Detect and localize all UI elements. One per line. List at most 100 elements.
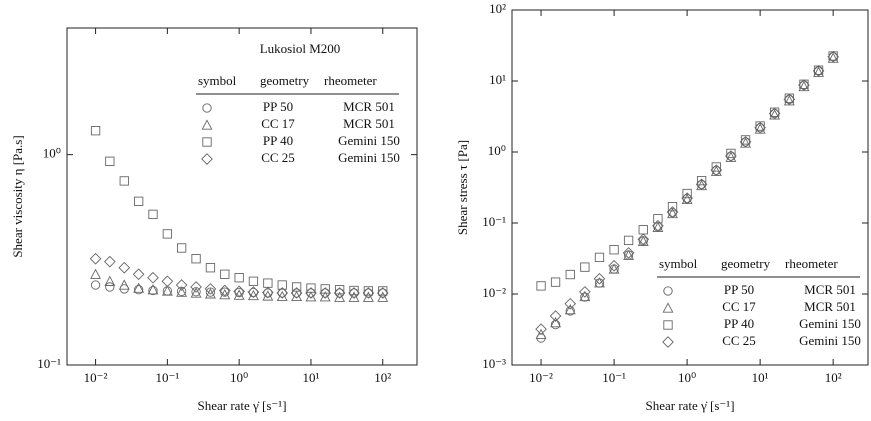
marker-square [363,286,374,296]
marker-diamond [579,286,591,298]
legend-header: rheometer [324,73,377,88]
marker-triangle [362,291,374,302]
marker-circle [205,287,216,297]
x-tick-label: 10² [374,370,391,385]
marker-square [133,196,144,206]
marker-diamond [218,284,231,297]
marker-diamond [812,65,825,77]
marker-circle [550,319,561,330]
legend-symbol [663,320,673,330]
marker-diamond [768,107,781,120]
legend-rheometer: MCR 501 [804,282,856,297]
legend-header: symbol [198,73,237,88]
marker-square [682,188,692,199]
legend-geometry: CC 17 [261,116,295,131]
marker-triangle [118,279,130,290]
marker-square [580,262,590,272]
y-tick-label: 10⁻³ [482,356,506,371]
marker-square [119,176,129,186]
marker-triangle [579,290,591,302]
marker-triangle [637,235,649,246]
marker-square [638,225,648,235]
marker-circle [133,285,144,295]
marker-circle [580,292,590,302]
legend-rheometer: Gemini 150 [799,316,861,331]
marker-square [320,284,330,294]
marker-diamond [118,261,131,274]
legend-geometry: CC 17 [722,299,756,314]
marker-diamond [564,297,577,310]
marker-square [349,285,359,296]
marker-circle [90,280,101,290]
marker-diamond [798,79,810,91]
y-tick-label: 10⁰ [488,143,506,158]
marker-triangle [90,268,102,279]
legend-geometry: PP 50 [263,99,293,114]
marker-diamond [305,287,317,299]
marker-square [90,126,101,136]
marker-triangle [623,249,635,260]
legend-symbol [202,103,212,113]
marker-diamond [262,286,274,299]
marker-diamond [319,287,332,299]
marker-circle [306,288,316,298]
marker-triangle [348,291,360,302]
legend-rheometer: MCR 501 [343,99,395,114]
marker-square [334,285,345,295]
marker-triangle [233,289,245,300]
y-tick-label: 10⁰ [43,146,61,161]
marker-diamond [362,287,375,299]
marker-square [565,269,575,280]
marker-triangle [319,291,331,302]
marker-diamond [637,233,650,246]
legend-header: symbol [659,256,698,271]
marker-triangle [535,328,547,340]
legend-rheometer: Gemini 150 [338,150,400,165]
marker-square [191,254,201,264]
legend-symbol [201,119,213,130]
legend-symbol [663,286,673,296]
marker-square [234,273,244,283]
marker-square [740,135,751,145]
marker-diamond [204,283,217,295]
marker-diamond [535,323,547,335]
marker-triangle [190,287,202,298]
x-tick-label: 10⁻¹ [602,370,626,385]
marker-square [205,263,216,273]
marker-square [696,175,707,186]
x-axis-label: Shear rate γ̇ [s⁻¹] [645,398,734,413]
x-tick-label: 10¹ [752,370,769,385]
marker-triangle [147,284,159,295]
marker-triangle [176,286,188,297]
marker-square [148,209,158,220]
marker-square [277,280,287,290]
marker-square [653,214,663,224]
y-tick-label: 10⁻¹ [482,214,506,229]
marker-square [162,229,173,239]
marker-square [220,269,230,279]
marker-diamond [827,50,839,63]
legend-geometry: PP 40 [724,316,754,331]
marker-diamond [754,121,766,134]
annotation: Lukosiol M200 [260,41,341,56]
x-axis-label: Shear rate γ̇ [s⁻¹] [197,398,286,413]
x-tick-label: 10⁰ [230,370,248,385]
marker-square [667,201,678,212]
legend-symbol [662,336,674,348]
marker-diamond [333,287,346,299]
y-axis-label: Shear stress τ [Pa] [455,140,470,235]
marker-diamond [622,247,635,259]
marker-diamond [710,164,723,176]
marker-circle [148,285,158,296]
marker-diamond [147,271,159,284]
marker-square [378,286,388,296]
y-axis-label: Shear viscosity η [Pa.s] [10,135,25,257]
marker-diamond [348,287,360,299]
marker-diamond [608,259,620,272]
marker-circle [638,236,648,246]
plot-frame [66,27,418,366]
marker-square [726,148,736,159]
marker-diamond [190,281,202,293]
marker-diamond [233,285,245,298]
marker-diamond [593,272,606,285]
